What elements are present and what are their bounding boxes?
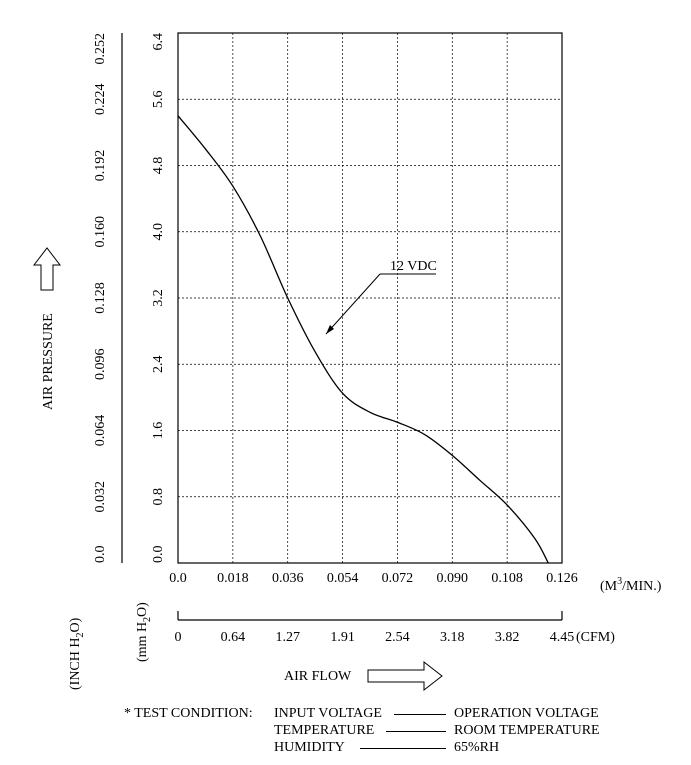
series-annotation: 12 VDC [325, 259, 437, 335]
y-axis-title: AIR PRESSURE [41, 313, 56, 410]
fan-performance-chart: 0.0 0.032 0.064 0.096 0.128 0.160 0.192 0.224 0.… [32, 32, 662, 692]
y-inch-tick-label: 0.096 [93, 349, 108, 381]
y-inch-tick-labels: 0.0 0.032 0.064 0.096 0.128 0.160 0.192 0.224 0.… [93, 33, 108, 563]
y-inch-unit-label: (INCH H2O) [68, 617, 86, 690]
annotation-arrow-icon [326, 325, 334, 334]
x-tick-label: 0.090 [437, 571, 469, 586]
y-mm-tick-label: 3.2 [151, 289, 166, 307]
y-mm-tick-label: 6.4 [151, 33, 166, 51]
cfm-tick-label: 1.27 [275, 630, 300, 645]
x-unit-label: (M3/MIN.) [600, 576, 662, 594]
x-tick-label: 0.054 [327, 571, 359, 586]
cfm-tick-label: 4.45 [550, 630, 575, 645]
y-inch-tick-label: 0.032 [93, 481, 108, 513]
cfm-tick-label: 3.82 [495, 630, 520, 645]
condition-value: ROOM TEMPERATURE [454, 723, 600, 738]
condition-dash [394, 714, 446, 715]
cfm-tick-label: 3.18 [440, 630, 465, 645]
x-tick-labels: 0.0 0.018 0.036 0.054 0.072 0.090 0.108 0.126 [169, 571, 578, 586]
y-mm-tick-label: 1.6 [151, 422, 166, 440]
series-label: 12 VDC [390, 259, 437, 274]
y-inch-tick-label: 0.128 [93, 282, 108, 314]
y-mm-tick-label: 0.0 [151, 546, 166, 564]
condition-dash [386, 731, 446, 732]
x-axis-title: AIR FLOW [284, 669, 352, 684]
x-tick-label: 0.072 [382, 571, 414, 586]
condition-key: HUMIDITY [274, 740, 345, 755]
condition-dash [360, 748, 446, 749]
series-line-12vdc [177, 115, 549, 564]
condition-key: INPUT VOLTAGE [274, 706, 382, 721]
condition-value: 65%RH [454, 740, 500, 755]
cfm-tick-label: 2.54 [385, 630, 410, 645]
cfm-tick-label: 0 [175, 630, 182, 645]
y-inch-tick-label: 0.0 [93, 546, 108, 564]
y-mm-tick-labels: 0.0 0.8 1.6 2.4 3.2 4.0 4.8 5.6 6.4 [151, 33, 166, 563]
cfm-tick-labels: 0 0.64 1.27 1.91 2.54 3.18 3.82 4.45 [175, 630, 575, 645]
condition-key: TEMPERATURE [274, 723, 375, 738]
y-inch-tick-label: 0.192 [93, 150, 108, 182]
up-arrow-icon [32, 247, 62, 291]
x-tick-label: 0.108 [491, 571, 523, 586]
y-mm-tick-label: 0.8 [151, 488, 166, 506]
x-tick-label: 0.036 [272, 571, 304, 586]
x-tick-label: 0.126 [546, 571, 578, 586]
x2-unit-label: (CFM) [576, 630, 615, 645]
y-mm-tick-label: 5.6 [151, 91, 166, 109]
y-mm-tick-label: 2.4 [151, 356, 166, 374]
y-mm-tick-label: 4.8 [151, 157, 166, 175]
grid-lines [178, 33, 562, 563]
x-tick-label: 0.018 [217, 571, 249, 586]
y-inch-tick-label: 0.224 [93, 84, 108, 116]
right-arrow-icon [367, 660, 443, 692]
y-mm-unit-label: (mm H2O) [135, 602, 153, 662]
condition-value: OPERATION VOLTAGE [454, 706, 599, 721]
y-mm-tick-label: 4.0 [151, 223, 166, 241]
y-inch-tick-label: 0.252 [93, 33, 108, 65]
cfm-tick-label: 1.91 [330, 630, 355, 645]
y-inch-tick-label: 0.064 [93, 415, 108, 447]
cfm-tick-label: 0.64 [221, 630, 246, 645]
test-condition-prefix: * TEST CONDITION: [124, 706, 253, 721]
cfm-axis [177, 611, 563, 621]
x-tick-label: 0.0 [169, 571, 187, 586]
y-inch-tick-label: 0.160 [93, 216, 108, 248]
